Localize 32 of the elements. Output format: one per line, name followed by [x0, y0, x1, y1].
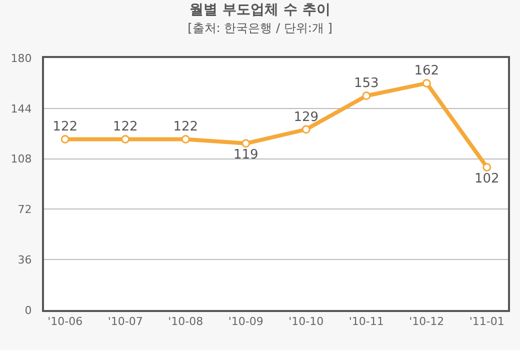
point	[362, 92, 371, 100]
x-tick-label: '10-12	[409, 315, 444, 328]
x-tick-label: '10-10	[288, 315, 324, 328]
data-label: 153	[354, 76, 379, 92]
data-label: 102	[474, 171, 500, 186]
point	[422, 78, 431, 88]
chart-subtitle: [출처: 한국은행 / 단위:개 ]	[188, 21, 332, 36]
y-tick-label: 108	[10, 152, 32, 166]
y-tick-label: 0	[24, 304, 32, 317]
data-label: 122	[173, 120, 198, 135]
x-tick-label: '10-09	[228, 315, 264, 328]
point	[60, 134, 70, 144]
point	[181, 134, 190, 144]
point	[121, 134, 130, 144]
y-tick-label: 144	[10, 102, 32, 116]
x-tick-label: '10-07	[108, 315, 143, 328]
data-label: 122	[52, 120, 78, 135]
point	[302, 125, 310, 134]
x-tick-label: '11-01	[469, 315, 504, 328]
data-label: 122	[112, 120, 138, 135]
chart-title: 월별 부도업체 수 추이	[190, 2, 330, 18]
x-tick-label: '10-08	[168, 315, 204, 328]
x-tick-label: '10-06	[48, 315, 83, 328]
y-tick-label: 72	[18, 203, 32, 216]
y-tick-label: 36	[18, 253, 32, 266]
data-label: 119	[233, 148, 258, 163]
point	[482, 162, 492, 172]
data-label: 129	[294, 110, 319, 125]
x-tick-label: '10-11	[348, 315, 384, 328]
point	[242, 139, 250, 148]
data-label: 162	[414, 64, 440, 79]
y-tick-label: 180	[10, 52, 32, 65]
